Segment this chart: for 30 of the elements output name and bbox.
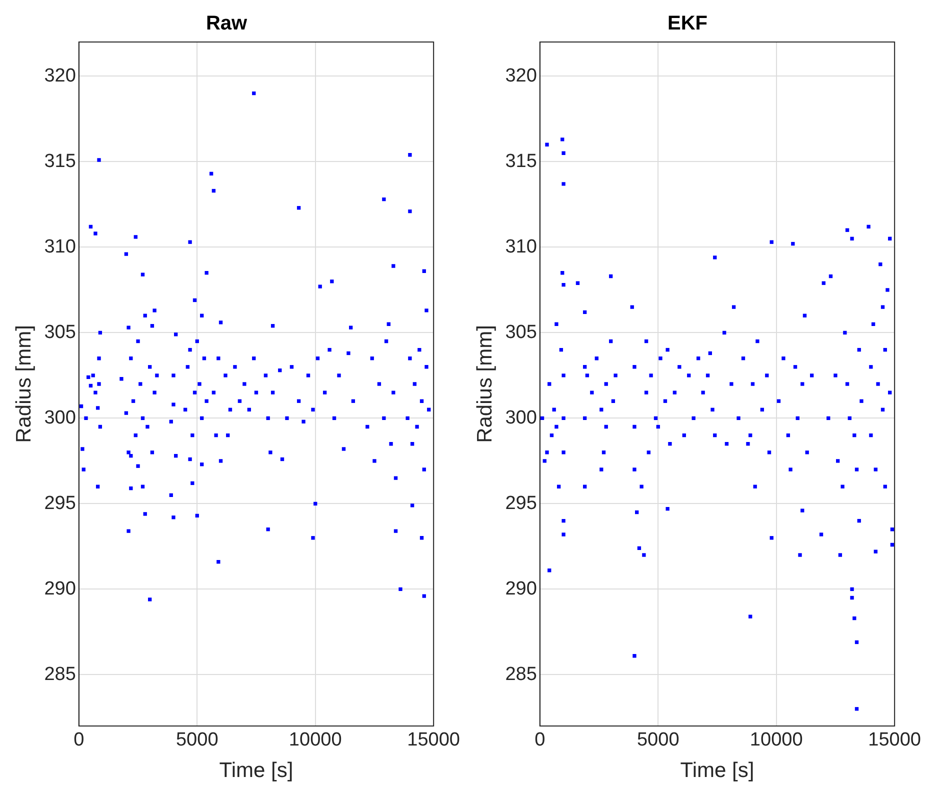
y-axis-title: Radius [mm] (12, 325, 36, 443)
y-tick-label: 305 (505, 322, 537, 343)
x-tick-label: 0 (74, 730, 84, 751)
y-tick-label: 295 (505, 492, 537, 514)
y-tick-label: 300 (44, 407, 76, 428)
y-tick-label: 320 (44, 65, 76, 86)
y-tick-label: 285 (44, 664, 76, 685)
chart-title: Raw (206, 12, 248, 35)
x-tick-label: 15000 (868, 730, 922, 751)
y-tick-label: 315 (44, 150, 76, 172)
y-tick-label: 285 (505, 664, 537, 685)
y-tick-label: 290 (505, 578, 537, 600)
x-tick-label: 0 (534, 730, 546, 751)
x-tick-label: 15000 (407, 730, 460, 751)
y-tick-label: 295 (44, 492, 76, 514)
x-tick-label: 10000 (750, 730, 803, 751)
y-tick-label: 320 (505, 65, 537, 86)
x-axis-title: Time [s] (680, 759, 754, 782)
y-tick-label: 310 (44, 236, 76, 258)
y-tick-label: 300 (505, 407, 537, 428)
x-tick-label: 5000 (176, 730, 218, 751)
y-tick-label: 290 (44, 578, 76, 600)
y-axis-title: Radius [mm] (473, 325, 496, 443)
y-tick-label: 315 (505, 150, 537, 172)
x-tick-label: 5000 (636, 730, 680, 751)
y-tick-label: 310 (505, 236, 537, 258)
x-tick-label: 10000 (288, 730, 342, 751)
y-tick-label: 305 (44, 322, 76, 343)
chart-title: EKF (668, 12, 708, 35)
x-axis-title: Time [s] (219, 759, 294, 782)
